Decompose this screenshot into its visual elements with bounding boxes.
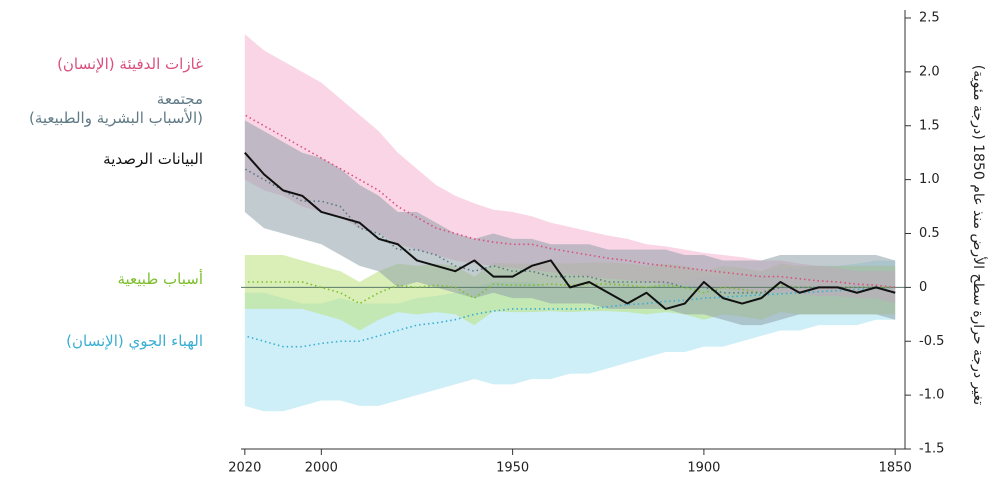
- legend-label: الهباء الجوي (الإنسان): [66, 332, 203, 350]
- legend-label: أسباب طبيعية: [117, 270, 203, 288]
- y-tick-label: 1.5: [919, 118, 940, 133]
- x-tick-label: 2020: [228, 461, 261, 476]
- legend-label: البيانات الرصدية: [103, 150, 203, 168]
- y-axis-label: تغير درجة حرارة سطح الأرض منذ عام 1850 (…: [970, 65, 988, 406]
- x-tick-label: 1850: [879, 461, 912, 476]
- y-tick-label: -0.5: [919, 334, 944, 349]
- y-tick-label: 1.0: [919, 172, 940, 187]
- x-tick-label: 1900: [687, 461, 720, 476]
- x-tick-label: 1950: [496, 461, 529, 476]
- legend-label: مجتمعة (الأسباب البشرية والطبيعية): [28, 90, 203, 127]
- series-line: [244, 286, 896, 348]
- y-tick-label: 2.0: [919, 64, 940, 79]
- legend-label: غازات الدفيئة (الإنسان): [57, 55, 203, 73]
- y-tick-label: 0.5: [919, 226, 940, 241]
- y-tick-label: 2.5: [919, 11, 940, 26]
- y-tick-label: 0: [919, 280, 927, 295]
- series-line: [244, 168, 896, 294]
- series-line: [244, 114, 896, 289]
- series-line: [244, 152, 896, 310]
- x-tick-label: 2000: [305, 461, 338, 476]
- y-tick-label: -1.0: [919, 388, 944, 403]
- y-tick-label: -1.5: [919, 442, 944, 457]
